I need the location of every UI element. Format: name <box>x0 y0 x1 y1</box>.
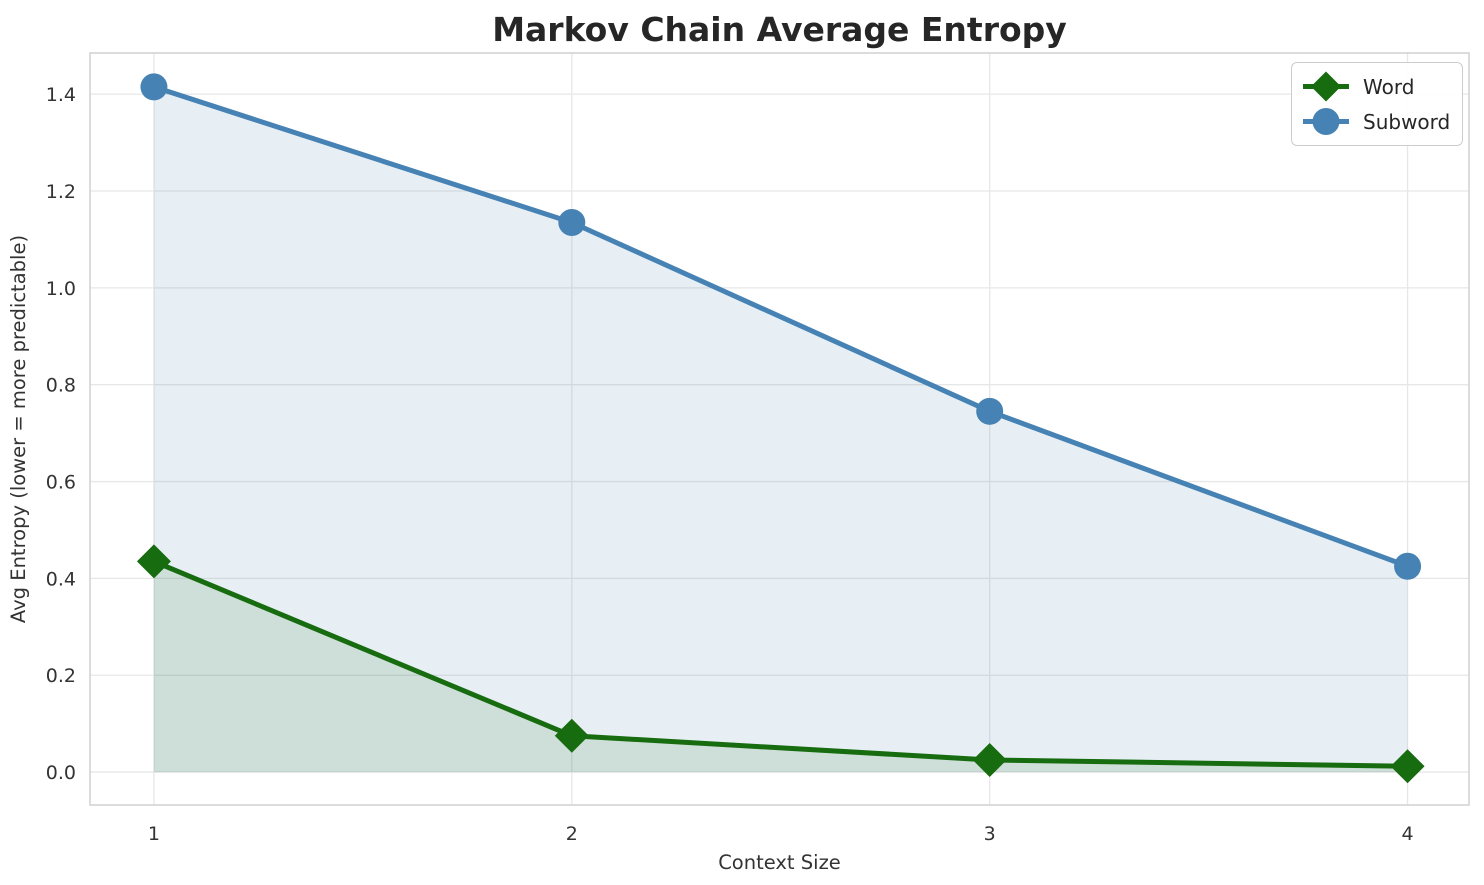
x-tick-label: 2 <box>566 823 578 845</box>
subword-marker-circle <box>1394 552 1422 580</box>
x-tick-label: 3 <box>984 823 996 845</box>
y-tick-label: 0.4 <box>46 568 76 590</box>
chart-title: Markov Chain Average Entropy <box>492 10 1067 49</box>
subword-marker-circle <box>976 397 1004 425</box>
word-marker-diamond <box>972 742 1007 777</box>
y-axis-label: Avg Entropy (lower = more predictable) <box>7 235 30 623</box>
y-tick-label: 1.2 <box>46 181 76 203</box>
subword-area-fill <box>153 86 1408 773</box>
plot-border <box>89 52 1470 806</box>
word-marker-diamond <box>136 544 171 579</box>
x-tick-label: 1 <box>148 823 160 845</box>
legend-label-subword: Subword <box>1363 109 1451 134</box>
y-tick-label: 0.8 <box>46 375 76 397</box>
word-marker-diamond <box>554 718 589 753</box>
subword-marker-circle <box>140 73 168 101</box>
diamond-icon <box>1311 71 1341 102</box>
y-tick-label: 1.4 <box>46 84 76 106</box>
y-tick-label: 0.2 <box>46 665 76 687</box>
x-tick-label: 4 <box>1402 823 1414 845</box>
y-tick-label: 0.0 <box>46 762 76 784</box>
word-marker-diamond <box>1390 749 1425 784</box>
subword-marker-circle <box>558 208 586 236</box>
word-line <box>151 558 1411 769</box>
word-legend-marker <box>1303 71 1349 102</box>
subword-legend-marker <box>1303 108 1349 135</box>
circle-icon <box>1312 108 1340 135</box>
legend-item-subword: Subword <box>1301 105 1450 138</box>
word-area-fill <box>153 561 1408 773</box>
x-axis-label: Context Size <box>718 851 841 874</box>
legend-item-word: Word <box>1301 70 1450 103</box>
legend-label-word: Word <box>1363 74 1415 99</box>
y-tick-label: 0.6 <box>46 472 76 494</box>
legend: Word Subword <box>1291 62 1464 146</box>
subword-line <box>151 84 1411 569</box>
y-tick-label: 1.0 <box>46 278 76 300</box>
